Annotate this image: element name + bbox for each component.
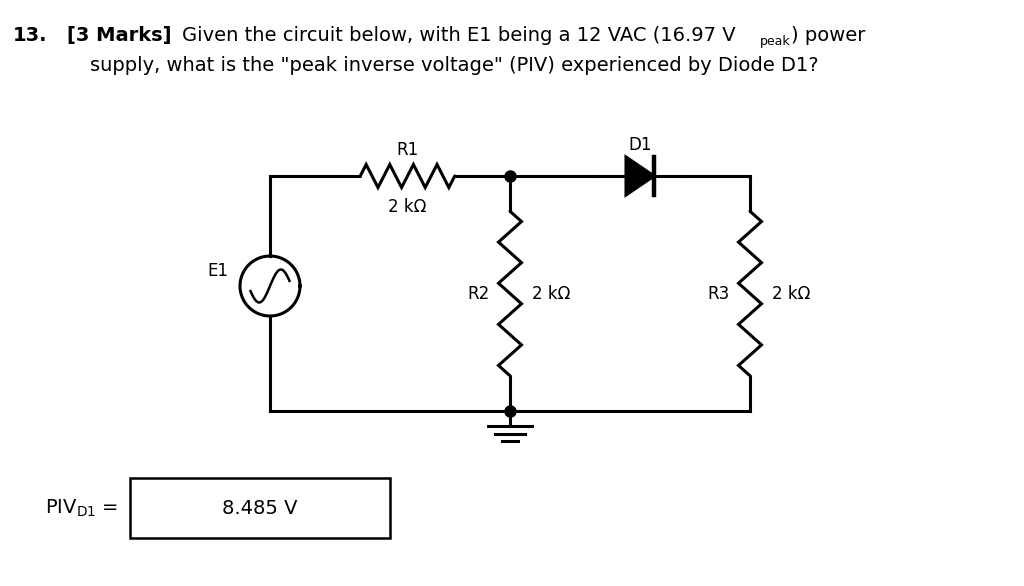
Text: supply, what is the "peak inverse voltage" (PIV) experienced by Diode D1?: supply, what is the "peak inverse voltag…	[90, 56, 819, 74]
Text: [3 Marks]: [3 Marks]	[67, 26, 171, 45]
Text: R2: R2	[468, 284, 490, 302]
Text: 2 kΩ: 2 kΩ	[532, 284, 570, 302]
Text: 2 kΩ: 2 kΩ	[388, 198, 427, 216]
Text: 2 kΩ: 2 kΩ	[772, 284, 810, 302]
Text: R1: R1	[396, 141, 419, 159]
Polygon shape	[626, 157, 654, 195]
Text: 13.: 13.	[13, 26, 48, 45]
Text: R3: R3	[708, 284, 730, 302]
Text: $\mathregular{PIV_{D1}}$ =: $\mathregular{PIV_{D1}}$ =	[45, 498, 118, 519]
Text: D1: D1	[629, 136, 651, 154]
Text: 8.485 V: 8.485 V	[222, 499, 298, 517]
Text: ) power: ) power	[791, 26, 865, 45]
Bar	[130, 478, 390, 538]
Text: E1: E1	[207, 262, 228, 280]
Text: Given the circuit below, with E1 being a 12 VAC (16.97 V: Given the circuit below, with E1 being a…	[182, 26, 736, 45]
Text: peak: peak	[760, 35, 791, 48]
